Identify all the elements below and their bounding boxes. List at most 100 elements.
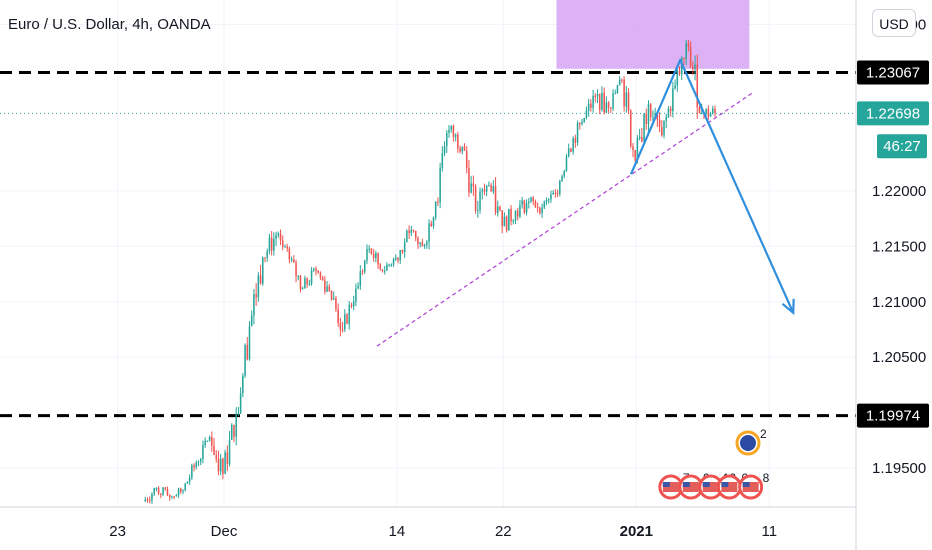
candle-body <box>680 58 683 75</box>
price-tags: 1.23067 1.22698 46:27 1.19974 <box>857 60 929 428</box>
candle-body <box>299 276 302 290</box>
candle-body <box>421 242 424 247</box>
time-axis-label: 11 <box>762 523 778 540</box>
candle-body <box>692 66 694 70</box>
candle-body <box>166 489 169 495</box>
candle-body <box>516 210 519 217</box>
candle-body <box>191 465 193 478</box>
candle-body <box>244 345 246 376</box>
candle-body <box>521 200 523 205</box>
price-tag-bg <box>857 60 929 85</box>
candle-body <box>654 113 656 117</box>
candle-body <box>554 192 557 194</box>
candle-body <box>528 201 530 204</box>
candle-body <box>638 136 641 139</box>
candle-body <box>148 500 151 502</box>
resistance-zone-layer <box>556 0 750 69</box>
candle-body <box>188 477 191 482</box>
projection-arrow-layer[interactable] <box>629 58 795 316</box>
candle-body <box>465 150 468 168</box>
eu-flag-icon <box>739 435 756 451</box>
candle-body <box>443 146 446 154</box>
candle-body <box>623 79 625 107</box>
candle-body <box>525 203 528 213</box>
candle-body <box>434 201 437 218</box>
candle-body <box>636 138 639 160</box>
candle-body <box>445 132 448 147</box>
candle-body <box>293 259 295 263</box>
candle-body <box>157 488 160 494</box>
candle-body <box>550 194 552 200</box>
candle-body <box>614 93 617 95</box>
candle-body <box>479 191 481 210</box>
candle-body <box>328 286 331 291</box>
candle-body <box>694 64 696 70</box>
candle-body <box>279 233 282 241</box>
candle-body <box>242 375 244 394</box>
candle-body <box>386 264 388 271</box>
price-axis-label: 1.21500 <box>872 238 926 255</box>
candle-body <box>233 424 235 437</box>
candle-body <box>607 102 610 108</box>
candle-body <box>259 275 262 284</box>
candle-body <box>587 103 590 111</box>
candle-body <box>184 483 186 491</box>
candle-body <box>499 206 501 211</box>
economic-events-layer[interactable]: 2761268 <box>658 427 770 500</box>
candle-body <box>705 108 707 114</box>
candle-body <box>286 246 288 249</box>
candle-body <box>264 257 266 259</box>
candle-body <box>383 270 386 272</box>
candle-body <box>295 262 297 277</box>
us-flag-canton <box>662 482 670 487</box>
candle-body <box>700 113 703 115</box>
candle-body <box>627 92 630 111</box>
candle-body <box>335 298 337 310</box>
candle-body <box>601 92 603 110</box>
candle-body <box>649 104 652 117</box>
candle-body <box>337 309 339 323</box>
resistance-zone <box>556 0 750 69</box>
candle-body <box>392 258 395 265</box>
candle-body <box>603 92 605 113</box>
candle-body <box>437 201 439 203</box>
candle-body <box>235 414 237 437</box>
candle-body <box>308 283 311 285</box>
candle-body <box>565 156 568 171</box>
candle-body <box>552 192 554 195</box>
candle-body <box>501 210 503 227</box>
candle-body <box>164 487 167 490</box>
candle-body <box>585 110 588 119</box>
candle-body <box>377 253 379 265</box>
candle-body <box>304 278 306 289</box>
candle-body <box>346 314 348 324</box>
candle-body <box>395 257 397 259</box>
us-flag-canton <box>702 482 710 487</box>
projection-path <box>629 58 795 314</box>
candle-body <box>698 107 701 114</box>
candle-body <box>202 444 204 460</box>
time-axis[interactable]: 23 Dec 14 22 2021 11 <box>109 523 777 540</box>
ascending-trendline <box>376 92 753 347</box>
candle-body <box>452 125 455 137</box>
chart-title: Euro / U.S. Dollar, 4h, OANDA <box>8 16 211 33</box>
price-level-lines <box>0 70 856 418</box>
candle-body <box>578 122 581 125</box>
price-tag-bg <box>857 403 929 428</box>
candle-body <box>494 185 497 213</box>
candle-body <box>177 488 180 496</box>
candle-body <box>412 229 415 231</box>
candle-body <box>572 138 574 152</box>
candlestick-series <box>144 39 716 505</box>
candle-body <box>239 393 242 414</box>
candle-body <box>505 216 508 231</box>
price-axis-label: 1.19500 <box>872 460 926 477</box>
candle-body <box>496 206 499 213</box>
price-axis-label: 1.22000 <box>872 183 926 200</box>
candle-body <box>652 116 654 118</box>
candle-body <box>381 269 384 271</box>
candle-body <box>454 134 457 137</box>
candle-body <box>463 146 466 151</box>
currency-button[interactable]: USD <box>872 9 916 37</box>
